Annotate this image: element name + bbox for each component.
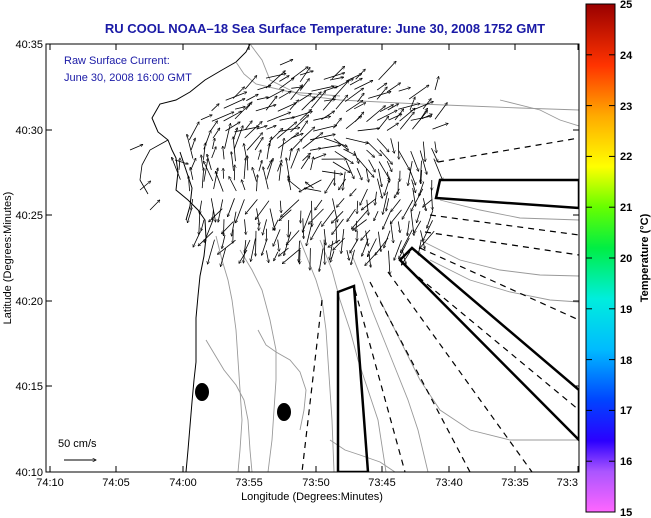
x-tick-label: 73:55: [235, 477, 263, 489]
y-axis-label: Latitude (Degrees:Minutes): [2, 192, 14, 325]
plot-frame: [45, 43, 580, 473]
study-area-polygons: [336, 178, 579, 472]
y-tick-labels: 40:35 40:30 40:25 40:20 40:15 40:10: [15, 39, 43, 479]
station-marker-2: [277, 403, 291, 421]
x-tick-label: 73:3: [557, 477, 578, 489]
y-tick-label: 40:10: [15, 467, 43, 479]
coastline-land: [46, 44, 251, 472]
colorbar-tick-label: 17: [620, 405, 632, 417]
station-marker-1: [195, 383, 209, 401]
x-axis-label: Longitude (Degrees:Minutes): [241, 491, 383, 503]
x-tick-label: 73:45: [368, 477, 396, 489]
colorbar-ticks: [586, 3, 615, 513]
overlay-line-2: June 30, 2008 16:00 GMT: [64, 72, 192, 84]
colorbar-tick-label: 19: [620, 304, 632, 316]
scale-label: 50 cm/s: [58, 438, 97, 450]
colorbar-tick-label: 23: [620, 101, 632, 113]
x-tick-label: 74:05: [102, 477, 130, 489]
y-tick-label: 40:35: [15, 39, 43, 51]
colorbar-tick-label: 15: [620, 507, 632, 518]
y-tick-label: 40:15: [15, 381, 43, 393]
colorbar-tick-label: 21: [620, 202, 632, 214]
barrier-spit: [179, 151, 193, 221]
x-tick-label: 74:10: [36, 477, 64, 489]
x-tick-labels: 74:10 74:05 74:00 73:55 73:50 73:45 73:4…: [36, 477, 578, 489]
dashed-survey-lines: [301, 137, 579, 472]
axis-ticks: [46, 43, 579, 473]
colorbar-tick-label: 20: [620, 253, 632, 265]
y-tick-label: 40:30: [15, 125, 43, 137]
colorbar-tick-label: 16: [620, 456, 632, 468]
inner-bay-shore: [139, 139, 169, 195]
colorbar-tick-label: 18: [620, 355, 632, 367]
x-tick-label: 73:35: [501, 477, 529, 489]
colorbar-label: Temperature (°C): [639, 213, 651, 302]
colorbar-tick-label: 22: [620, 151, 632, 163]
y-tick-label: 40:25: [15, 210, 43, 222]
colorbar-tick-label: 25: [620, 0, 632, 11]
surface-current-vectors: [129, 60, 448, 275]
map-title: RU COOL NOAA–18 Sea Surface Temperature:…: [105, 21, 545, 36]
overlay-line-1: Raw Surface Current:: [64, 55, 170, 67]
y-tick-label: 40:20: [15, 296, 43, 308]
bathymetry-contours: [205, 44, 579, 472]
colorbar-tick-labels: 25 24 23 22 21 20 19 18 17 16 15: [620, 0, 633, 518]
x-tick-label: 73:40: [435, 477, 463, 489]
x-tick-label: 74:00: [169, 477, 197, 489]
x-tick-label: 73:50: [302, 477, 330, 489]
plot-area: Raw Surface Current: June 30, 2008 16:00…: [46, 44, 579, 472]
colorbar-tick-label: 24: [620, 50, 633, 62]
